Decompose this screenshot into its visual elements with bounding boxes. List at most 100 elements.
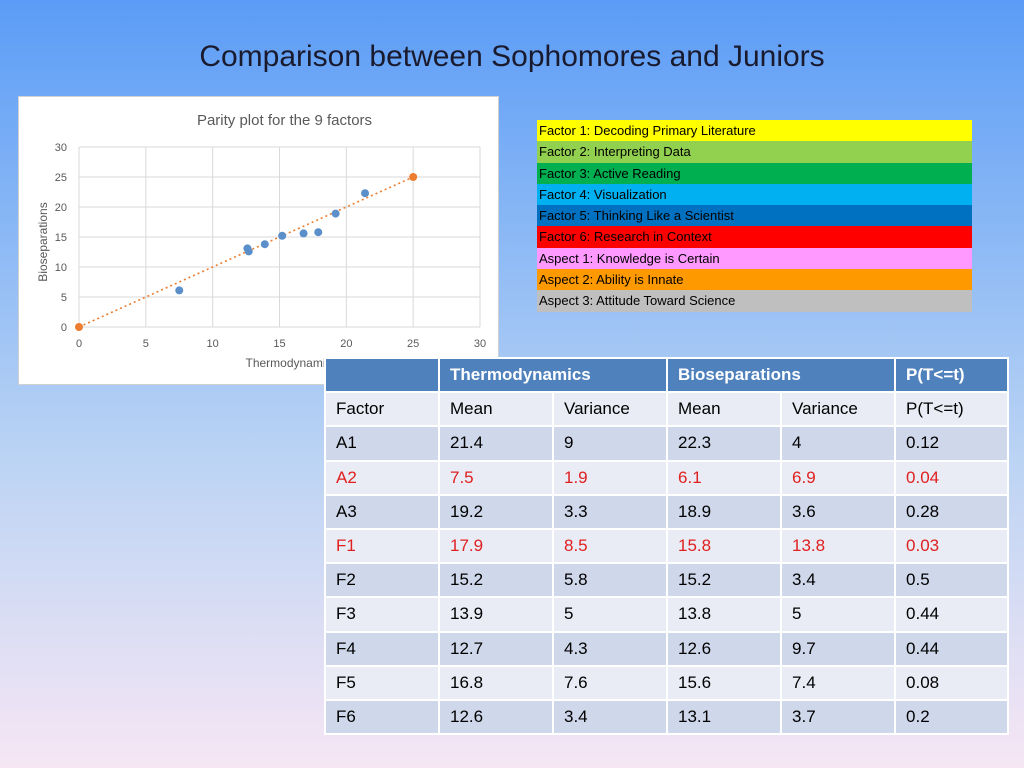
table-row: A2 7.5 1.9 6.1 6.9 0.04: [324, 459, 1010, 496]
thermo-mean-cell: 16.8: [438, 664, 554, 701]
data-point: [331, 209, 340, 218]
biosep-variance-cell: 7.4: [780, 664, 897, 701]
thermo-mean-cell: 12.7: [438, 630, 554, 667]
legend-item-aspect-1: Aspect 1: Knowledge is Certain: [537, 247, 972, 270]
column-header-biosep-variance: Variance: [780, 391, 897, 428]
table-row: F2 15.2 5.8 15.2 3.4 0.5: [324, 562, 1010, 599]
table-row: F3 13.9 5 13.8 5 0.44: [324, 596, 1010, 633]
parity-endpoint: [409, 173, 418, 181]
legend-item-aspect-3: Aspect 3: Attitude Toward Science: [537, 290, 972, 312]
x-tick-label: 5: [143, 338, 149, 350]
factor-cell: A2: [324, 459, 440, 496]
table-group-header-thermodynamics: Thermodynamics: [437, 356, 669, 394]
legend-item-factor-4: Factor 4: Visualization: [537, 183, 972, 206]
thermo-mean-cell: 7.5: [438, 459, 554, 496]
factor-cell: F4: [324, 630, 440, 667]
x-tick-label: 0: [76, 338, 82, 350]
legend-item-factor-6: Factor 6: Research in Context: [537, 226, 972, 248]
thermo-variance-cell: 7.6: [551, 664, 669, 701]
x-axis-label: Thermodynamics: [245, 356, 337, 370]
thermo-variance-cell: 5.8: [551, 562, 669, 599]
biosep-variance-cell: 13.8: [780, 527, 897, 565]
biosep-mean-cell: 15.2: [666, 562, 783, 599]
p-value-cell: 0.5: [894, 562, 1010, 599]
parity-chart-svg: 0 5 10 15 20 25 30 0 5 10 15 20 25 30 Parity plot for …: [36, 112, 486, 370]
y-tick-label: 20: [55, 202, 67, 214]
thermo-variance-cell: 4.3: [551, 630, 669, 667]
biosep-mean-cell: 18.9: [666, 493, 783, 530]
legend-item-factor-3: Factor 3: Active Reading: [537, 162, 972, 184]
p-value-cell: 0.03: [894, 527, 1010, 565]
thermo-mean-cell: 17.9: [438, 527, 554, 565]
thermo-variance-cell: 8.5: [551, 527, 669, 565]
y-tick-label: 30: [55, 142, 67, 154]
data-point: [243, 244, 252, 253]
data-point: [299, 229, 308, 238]
factor-cell: F2: [324, 562, 440, 599]
table-body: Factor Mean Variance Mean Variance P(T<=…: [324, 391, 1010, 736]
data-point: [314, 228, 323, 237]
chart-title: Parity plot for the 9 factors: [197, 112, 372, 129]
factor-cell: F1: [324, 527, 440, 565]
p-value-cell: 0.44: [894, 596, 1010, 633]
column-header-factor: Factor: [324, 391, 440, 428]
table-group-header-blank: [324, 356, 440, 394]
thermo-variance-cell: 3.3: [551, 493, 669, 530]
thermo-mean-cell: 12.6: [438, 698, 554, 736]
table-row: F6 12.6 3.4 13.1 3.7 0.2: [324, 698, 1010, 736]
thermo-mean-cell: 19.2: [438, 493, 554, 530]
factor-cell: A3: [324, 493, 440, 530]
biosep-variance-cell: 3.4: [780, 562, 897, 599]
x-tick-label: 25: [407, 338, 419, 350]
table-row: F5 16.8 7.6 15.6 7.4 0.08: [324, 664, 1010, 701]
thermo-variance-cell: 3.4: [551, 698, 669, 736]
biosep-mean-cell: 6.1: [666, 459, 783, 496]
thermo-mean-cell: 21.4: [438, 425, 554, 462]
x-tick-label: 30: [474, 338, 486, 350]
table-row: A3 19.2 3.3 18.9 3.6 0.28: [324, 493, 1010, 530]
biosep-variance-cell: 4: [780, 425, 897, 462]
factor-cell: F6: [324, 698, 440, 736]
data-point: [361, 189, 370, 198]
table-row: F4 12.7 4.3 12.6 9.7 0.44: [324, 630, 1010, 667]
factor-legend: Factor 1: Decoding Primary Literature Fa…: [537, 120, 972, 312]
column-header-thermo-mean: Mean: [438, 391, 554, 428]
y-axis-label: Bioseparations: [36, 202, 50, 281]
biosep-mean-cell: 15.8: [666, 527, 783, 565]
p-value-cell: 0.44: [894, 630, 1010, 667]
y-tick-label: 10: [55, 262, 67, 274]
p-value-cell: 0.28: [894, 493, 1010, 530]
biosep-variance-cell: 3.6: [780, 493, 897, 530]
column-header-p-value: P(T<=t): [894, 391, 1010, 428]
biosep-variance-cell: 3.7: [780, 698, 897, 736]
p-value-cell: 0.2: [894, 698, 1010, 736]
x-tick-label: 15: [273, 338, 285, 350]
column-header-thermo-variance: Variance: [551, 391, 669, 428]
table-row: A1 21.4 9 22.3 4 0.12: [324, 425, 1010, 462]
legend-item-factor-5: Factor 5: Thinking Like a Scientist: [537, 205, 972, 227]
biosep-mean-cell: 12.6: [666, 630, 783, 667]
biosep-variance-cell: 9.7: [780, 630, 897, 667]
column-header-biosep-mean: Mean: [666, 391, 783, 428]
p-value-cell: 0.04: [894, 459, 1010, 496]
biosep-variance-cell: 6.9: [780, 459, 897, 496]
thermo-mean-cell: 15.2: [438, 562, 554, 599]
p-value-cell: 0.12: [894, 425, 1010, 462]
data-point: [260, 240, 269, 249]
factor-cell: A1: [324, 425, 440, 462]
biosep-variance-cell: 5: [780, 596, 897, 633]
legend-item-aspect-2: Aspect 2: Ability is Innate: [537, 269, 972, 291]
x-tick-label: 20: [340, 338, 352, 350]
factor-cell: F3: [324, 596, 440, 633]
legend-item-factor-2: Factor 2: Interpreting Data: [537, 141, 972, 163]
x-tick-label: 10: [207, 338, 219, 350]
parity-trendline: [78, 176, 414, 328]
factor-cell: F5: [324, 664, 440, 701]
table-group-header-bioseparations: Bioseparations: [666, 356, 897, 394]
thermo-variance-cell: 5: [551, 596, 669, 633]
table-column-header-row: Factor Mean Variance Mean Variance P(T<=…: [324, 391, 1010, 428]
thermo-variance-cell: 1.9: [551, 459, 669, 496]
table-group-header-row: Thermodynamics Bioseparations P(T<=t): [324, 356, 1010, 394]
thermo-variance-cell: 9: [551, 425, 669, 462]
y-tick-label: 5: [61, 292, 67, 304]
